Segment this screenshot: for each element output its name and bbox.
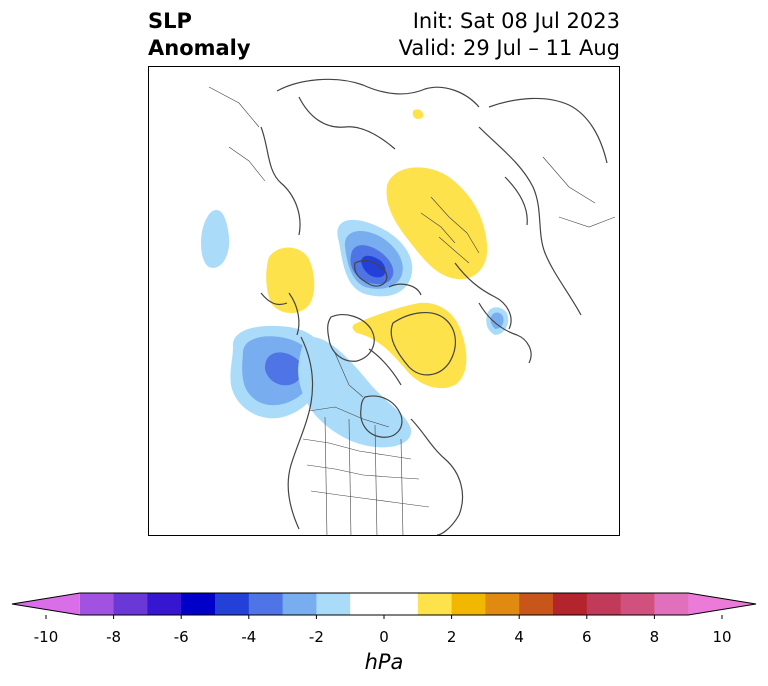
colorbar (11, 592, 757, 619)
low-arctic-center (337, 219, 413, 297)
colorbar-segment (350, 593, 385, 615)
colorbar-segment (79, 593, 115, 615)
colorbar-segment (113, 593, 148, 615)
colorbar-tick-label: 10 (712, 628, 732, 646)
colorbar-tick-label: -4 (241, 628, 257, 646)
coastlines (260, 78, 608, 535)
colorbar-tick-label: 4 (514, 628, 524, 646)
low-north-atlantic-small (486, 307, 509, 335)
colorbar-tick-label: 2 (446, 628, 457, 646)
colorbar-segment (248, 593, 284, 615)
colorbar-segment (282, 593, 317, 615)
colorbar-tick-label: 0 (379, 628, 389, 646)
map-svg (201, 78, 616, 535)
title-line-2: Anomaly (148, 36, 251, 60)
colorbar-segment (485, 593, 520, 615)
colorbar-ticks (45, 615, 723, 619)
colorbar-segment (586, 593, 622, 615)
colorbar-tick-label: -6 (173, 628, 189, 646)
colorbar-tick-label: 8 (649, 628, 660, 646)
colorbar-tick-label: -8 (106, 628, 122, 646)
high-greenland (352, 302, 467, 389)
colorbar-segment (519, 593, 554, 615)
low-central-canada (298, 336, 412, 448)
valid-range: Valid: 29 Jul – 11 Aug (398, 36, 620, 60)
high-western-russia (386, 167, 488, 280)
map-panel (148, 66, 620, 536)
colorbar-segments (11, 592, 757, 616)
colorbar-segment (620, 593, 655, 615)
init-date: Init: Sat 08 Jul 2023 (412, 9, 620, 33)
colorbar-extend-max (688, 593, 756, 615)
colorbar-segment (215, 593, 250, 615)
colorbar-segment (181, 593, 216, 615)
colorbar-unit: hPa (364, 650, 404, 674)
colorbar-tick-label: 6 (582, 628, 592, 646)
borders (208, 86, 616, 535)
colorbar-segment (553, 593, 588, 615)
colorbar-segment (316, 593, 351, 615)
colorbar-segment (417, 593, 453, 615)
colorbar-segment (147, 593, 182, 615)
title-line-1: SLP (148, 9, 192, 33)
colorbar-tick-label: -10 (33, 628, 59, 646)
colorbar-segment (654, 593, 689, 615)
colorbar-extend-min (12, 593, 80, 615)
colorbar-segment (451, 593, 486, 615)
forecast-dates: Init: Sat 08 Jul 2023 Valid: 29 Jul – 11… (399, 8, 620, 62)
colorbar-outline (11, 592, 757, 616)
high-east-siberia (266, 247, 315, 314)
anomaly-shading (201, 109, 509, 448)
map-title: SLP Anomaly (148, 8, 251, 62)
colorbar-segment (384, 593, 419, 615)
colorbar-tick-label: -2 (308, 628, 324, 646)
low-bering-strait (201, 209, 230, 268)
